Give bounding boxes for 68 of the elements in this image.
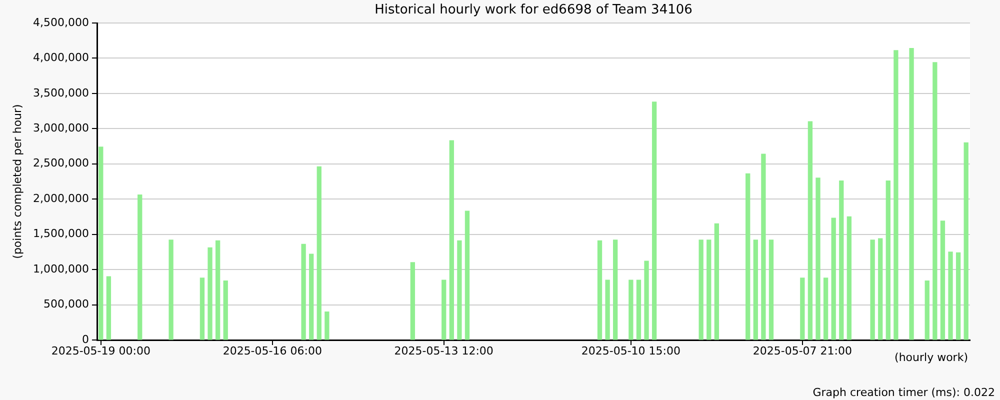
bar	[449, 140, 454, 340]
bar	[964, 142, 968, 340]
bar	[200, 278, 205, 340]
bar	[613, 240, 618, 340]
x-axis-title: (hourly work)	[894, 350, 968, 364]
bar	[605, 280, 610, 340]
y-tick-label: 0	[82, 332, 89, 346]
bar	[886, 180, 890, 340]
x-tick-label: 2025-05-10 15:00	[581, 344, 680, 358]
bar	[652, 102, 657, 340]
y-tick-label: 2,500,000	[33, 156, 89, 170]
y-tick-label: 3,500,000	[33, 86, 89, 100]
y-tick-label: 1,500,000	[33, 227, 89, 240]
y-tick-label: 4,500,000	[33, 16, 89, 29]
text: Graph creation timer (ms): 0.022	[812, 386, 995, 399]
x-tick-label: 2025-05-07 21:00	[752, 344, 852, 358]
bar	[316, 166, 322, 340]
bar	[753, 240, 758, 340]
y-tick-label: 3,000,000	[33, 122, 89, 135]
bar	[932, 62, 938, 340]
bar	[956, 252, 961, 340]
y-axis-title: (points completed per hour)	[10, 104, 24, 259]
y-tick-label: 500,000	[44, 298, 89, 311]
bar	[215, 240, 220, 340]
y-tick-label: 1,000,000	[33, 262, 89, 276]
bar	[894, 50, 898, 340]
bar	[823, 278, 828, 340]
bar	[870, 240, 875, 340]
bar	[909, 48, 914, 340]
bar	[106, 276, 112, 340]
bar	[940, 220, 946, 340]
x-tick-label: 2025-05-19 00:00	[51, 344, 150, 358]
bar	[644, 260, 649, 340]
bar	[138, 194, 142, 340]
bar	[208, 247, 212, 340]
x-tick-label: 2025-05-16 06:00	[222, 344, 322, 358]
bar	[839, 180, 844, 340]
bar	[768, 240, 774, 340]
bar	[98, 146, 104, 340]
bar	[878, 238, 883, 340]
bar	[223, 280, 228, 340]
bar	[698, 240, 704, 340]
bar	[706, 240, 712, 340]
bar	[410, 262, 416, 340]
x-tick-label: 2025-05-13 12:00	[394, 344, 494, 358]
bar	[808, 121, 813, 340]
bar	[442, 280, 446, 340]
y-tick-label: 4,000,000	[33, 51, 89, 64]
bar	[301, 244, 306, 340]
bar	[464, 210, 470, 340]
bar	[746, 173, 750, 340]
bar	[714, 223, 720, 340]
bar	[597, 240, 602, 340]
bar	[846, 216, 852, 340]
bar	[168, 240, 174, 340]
bar	[309, 254, 314, 340]
bar	[816, 178, 820, 340]
chart-title: Historical hourly work for ed6698 of Team 34106	[374, 2, 692, 18]
bar	[948, 252, 953, 340]
bar	[761, 154, 766, 340]
bar	[924, 280, 930, 340]
bar	[636, 280, 642, 340]
bar	[831, 218, 836, 340]
bar	[800, 278, 805, 340]
bar	[628, 280, 634, 340]
bar	[457, 240, 462, 340]
y-tick-label: 2,000,000	[33, 192, 89, 205]
bar	[324, 311, 330, 340]
